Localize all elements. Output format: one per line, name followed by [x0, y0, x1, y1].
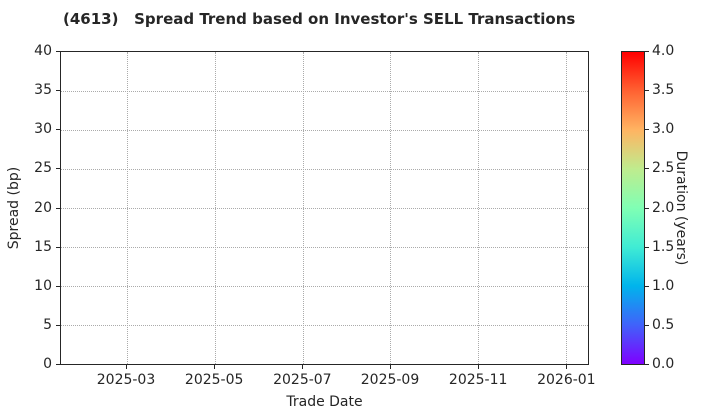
- x-tick-label: 2025-09: [360, 372, 420, 388]
- y-tick-label: 25: [34, 160, 52, 177]
- colorbar-tick-label: 4.0: [652, 43, 675, 59]
- colorbar-tick-mark: [645, 168, 649, 170]
- y-tick-mark: [56, 207, 60, 209]
- y-tick-label: 15: [34, 238, 52, 255]
- colorbar: [621, 51, 645, 365]
- colorbar-tick-label: 0.0: [652, 356, 675, 372]
- x-tick-label: 2025-03: [96, 372, 156, 388]
- y-tick-mark: [56, 51, 60, 52]
- colorbar-tick-mark: [645, 129, 649, 131]
- y-tick-mark: [56, 364, 60, 365]
- y-tick-mark: [56, 129, 60, 131]
- x-tick-label: 2025-11: [448, 372, 508, 388]
- plot-area: [60, 51, 589, 365]
- x-tick-mark: [126, 365, 127, 369]
- colorbar-tick-mark: [645, 324, 649, 326]
- y-tick-label: 0: [43, 356, 52, 372]
- x-gridline: [214, 52, 216, 364]
- y-tick-mark: [56, 285, 60, 287]
- colorbar-tick-mark: [645, 207, 649, 209]
- x-tick-mark: [214, 365, 216, 369]
- colorbar-tick-label: 2.0: [652, 199, 675, 216]
- x-tick-label: 2025-05: [184, 372, 244, 388]
- y-tick-label: 35: [34, 82, 52, 99]
- x-axis-label: Trade Date: [286, 394, 363, 410]
- x-gridline: [390, 52, 392, 364]
- colorbar-tick-label: 1.5: [652, 238, 675, 255]
- x-tick-mark: [478, 365, 480, 369]
- y-tick-mark: [56, 90, 60, 92]
- colorbar-tick-label: 0.5: [652, 316, 675, 333]
- y-gridline: [61, 130, 588, 131]
- colorbar-tick-mark: [645, 285, 649, 287]
- colorbar-label: Duration (years): [673, 150, 689, 266]
- x-tick-mark: [302, 365, 304, 369]
- chart-title: (4613) Spread Trend based on Investor's …: [63, 10, 576, 28]
- y-tick-label: 40: [34, 43, 52, 59]
- x-tick-label: 2026-01: [537, 372, 596, 388]
- x-tick-label: 2025-07: [273, 372, 332, 388]
- x-tick-mark: [390, 365, 391, 369]
- x-gridline: [478, 52, 480, 364]
- x-gridline: [126, 52, 128, 364]
- y-gridline: [61, 169, 588, 170]
- y-tick-mark: [56, 324, 60, 326]
- x-tick-mark: [566, 365, 568, 369]
- colorbar-tick-mark: [645, 246, 649, 248]
- colorbar-tick-mark: [645, 364, 649, 365]
- colorbar-tick-label: 2.5: [652, 160, 675, 177]
- y-tick-mark: [56, 168, 60, 170]
- y-gridline: [61, 286, 588, 287]
- y-tick-label: 10: [34, 277, 52, 294]
- y-gridline: [61, 325, 588, 326]
- y-gridline: [61, 208, 588, 209]
- colorbar-tick-mark: [645, 51, 649, 52]
- colorbar-tick-mark: [645, 90, 649, 92]
- y-gridline: [61, 247, 588, 248]
- y-gridline: [61, 91, 588, 92]
- y-tick-label: 5: [43, 316, 52, 333]
- y-tick-mark: [56, 246, 60, 248]
- colorbar-tick-label: 3.0: [652, 121, 675, 138]
- colorbar-tick-label: 1.0: [652, 277, 675, 294]
- y-tick-label: 30: [34, 121, 52, 138]
- colorbar-tick-label: 3.5: [652, 82, 675, 99]
- y-tick-label: 20: [34, 199, 52, 216]
- x-gridline: [302, 52, 304, 364]
- x-gridline: [566, 52, 568, 364]
